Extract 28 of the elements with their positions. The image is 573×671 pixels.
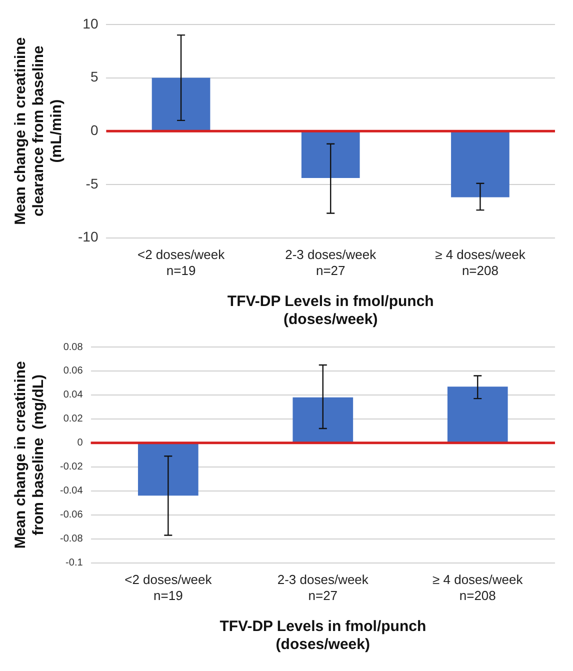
x-tick-label: ≥ 4 doses/week n=208 bbox=[435, 247, 526, 278]
y-tick-label: 0.02 bbox=[63, 414, 84, 425]
y-tick-label: 5 bbox=[90, 68, 98, 85]
x-tick-label: <2 doses/week n=19 bbox=[137, 247, 226, 278]
y-tick-label: 10 bbox=[82, 15, 98, 32]
x-tick-label: ≥ 4 doses/week n=208 bbox=[432, 572, 524, 603]
x-axis-title: TFV-DP Levels in fmol/punch (doses/week) bbox=[227, 293, 434, 328]
x-tick-label: 2-3 doses/week n=27 bbox=[277, 572, 369, 603]
y-tick-label: -0.1 bbox=[66, 558, 84, 569]
bar bbox=[138, 443, 198, 496]
bar bbox=[292, 397, 354, 442]
y-tick-label: 0 bbox=[77, 438, 84, 449]
x-tick-label: 2-3 doses/week n=27 bbox=[285, 247, 377, 278]
x-axis-title: TFV-DP Levels in fmol/punch (doses/week) bbox=[220, 618, 426, 654]
y-tick-label: 0.08 bbox=[63, 342, 84, 353]
y-axis-title: Mean change in creatinine clearance from baseline (mL/min) bbox=[12, 37, 66, 225]
y-tick-label: 0 bbox=[90, 122, 98, 138]
bar bbox=[447, 386, 508, 442]
x-tick-label: <2 doses/week n=19 bbox=[124, 572, 212, 603]
y-tick-label: -0.08 bbox=[60, 534, 84, 545]
y-tick-label: 0.06 bbox=[63, 366, 84, 377]
y-axis-title: Mean change in creatinine from baseline (mg/dL) bbox=[12, 361, 48, 549]
y-tick-label: -0.04 bbox=[60, 486, 84, 497]
y-tick-label: 0.04 bbox=[63, 390, 84, 401]
y-tick-label: -5 bbox=[86, 175, 98, 192]
y-tick-label: -0.06 bbox=[60, 510, 84, 521]
y-tick-label: -10 bbox=[78, 228, 98, 245]
y-tick-label: -0.02 bbox=[60, 462, 84, 473]
